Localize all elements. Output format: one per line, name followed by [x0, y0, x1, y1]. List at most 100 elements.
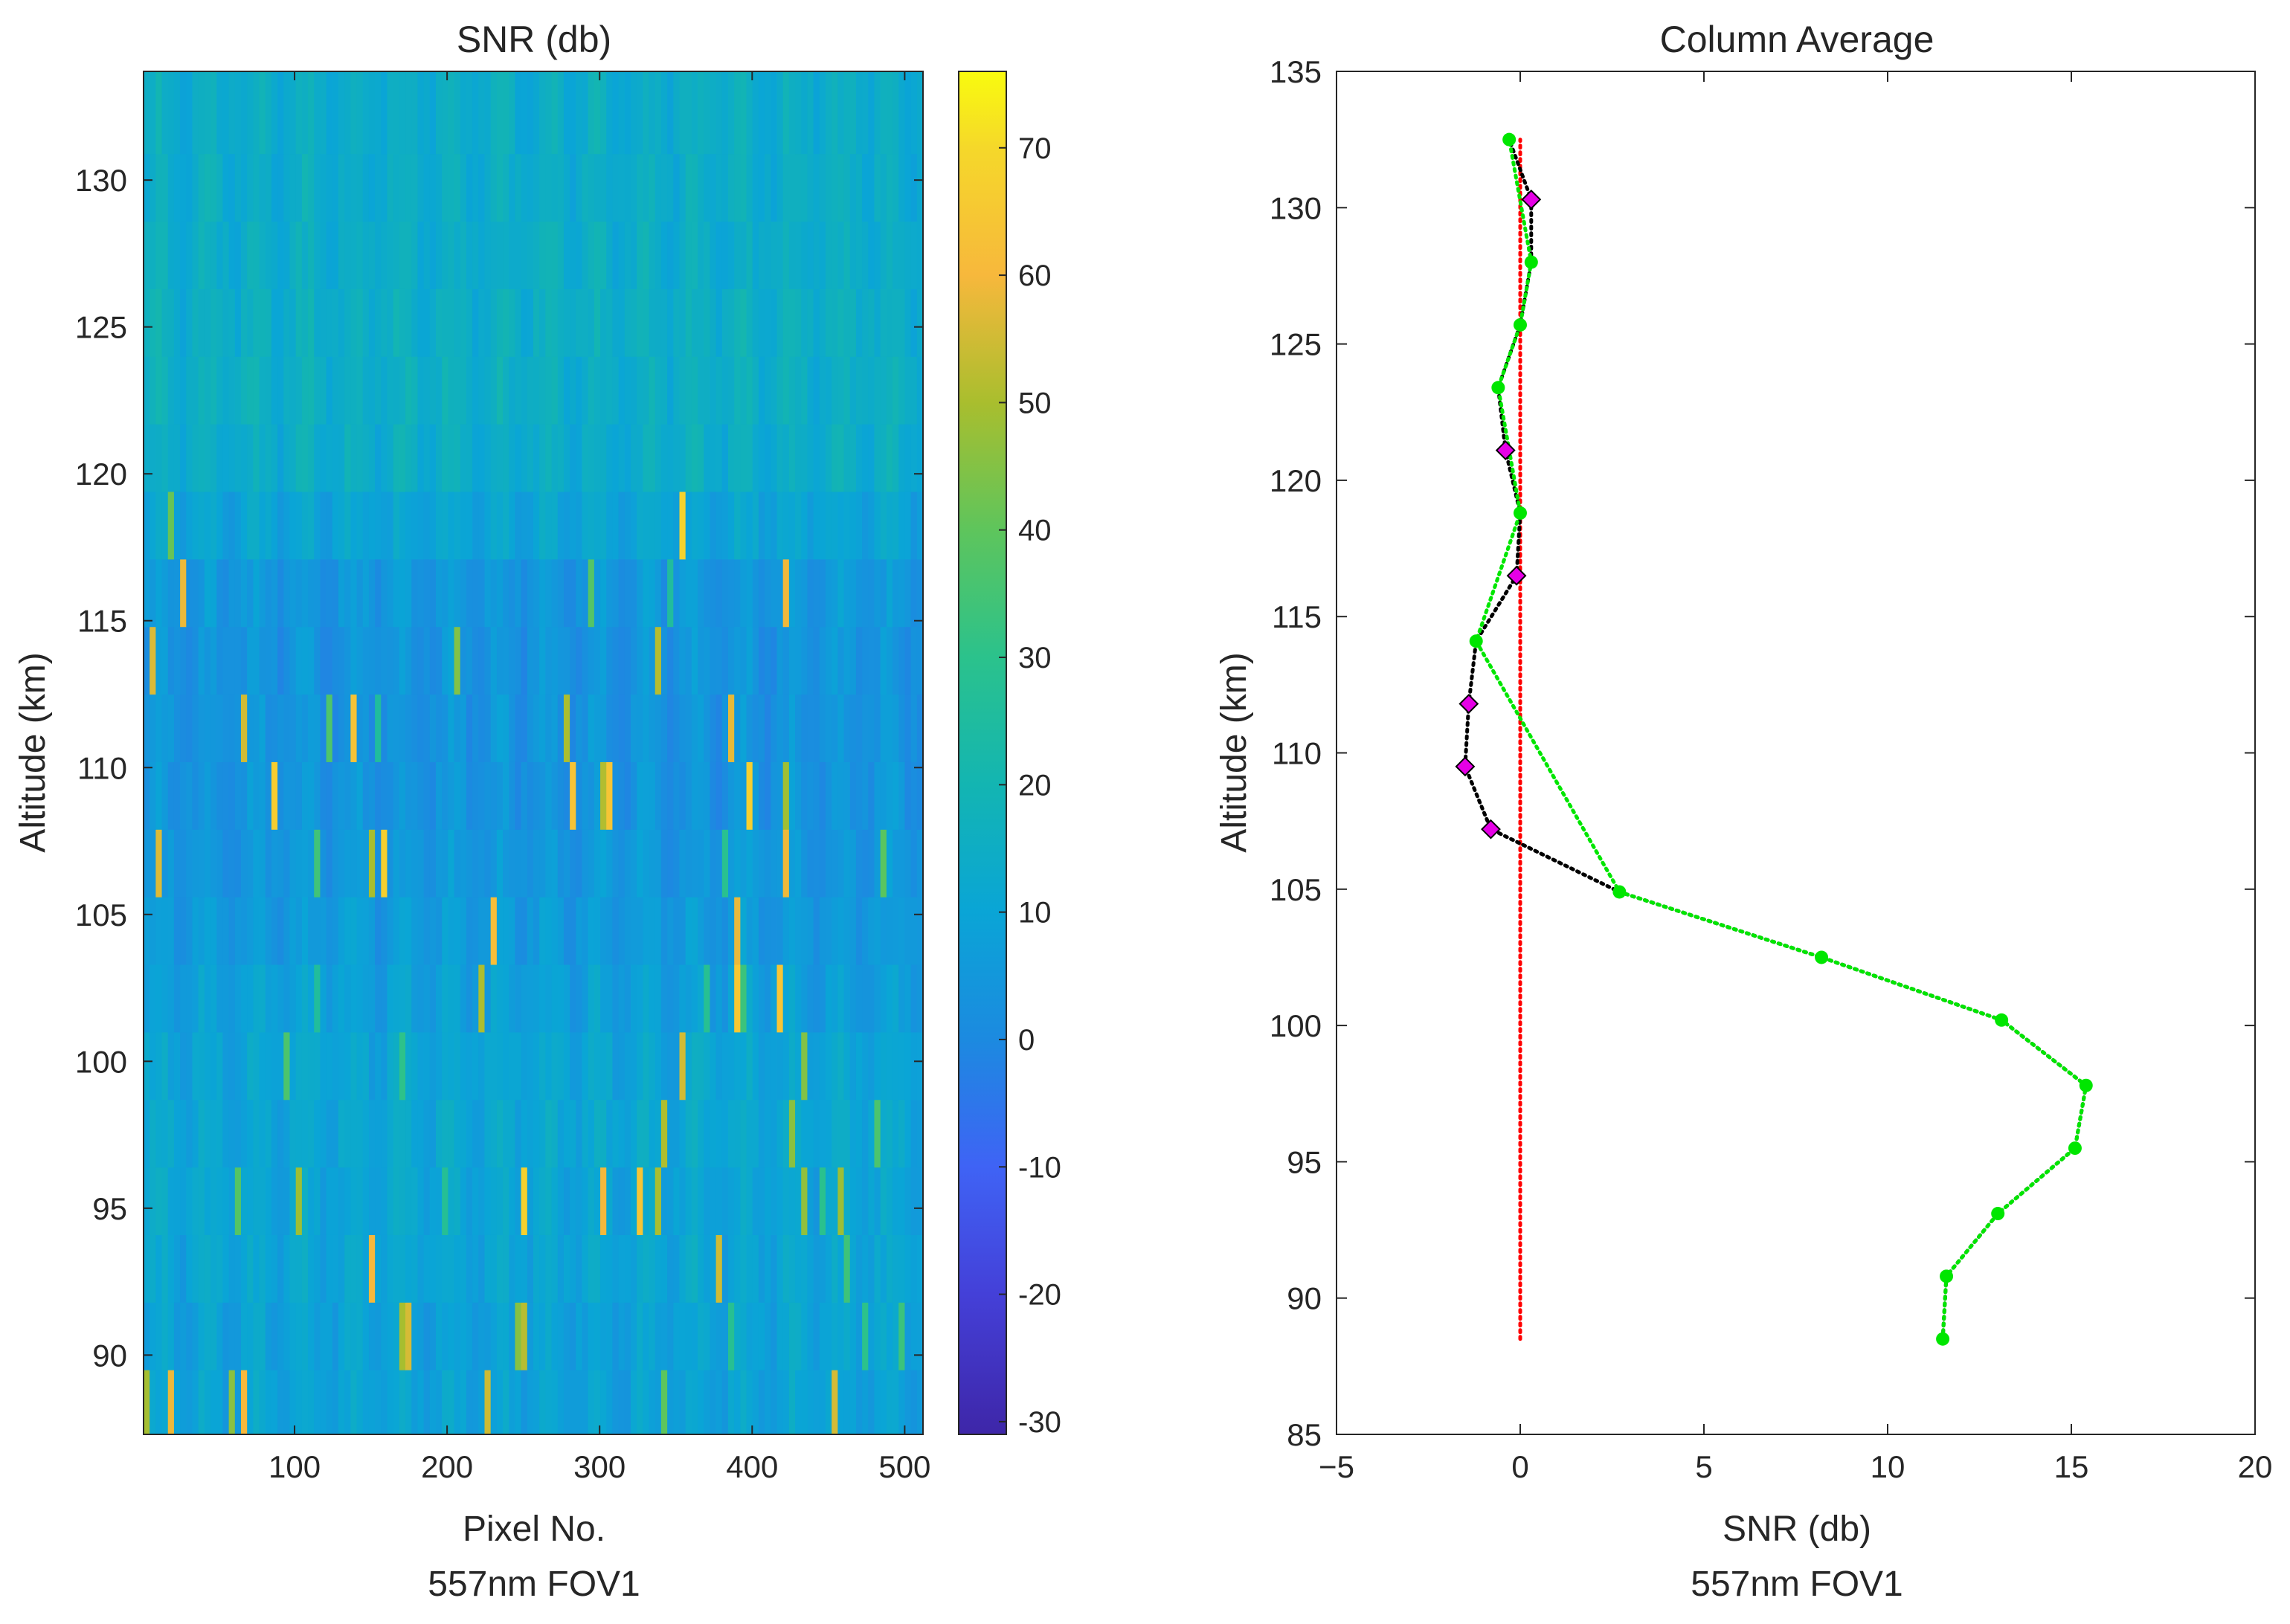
heatmap-cell [466, 897, 473, 965]
heatmap-cell [527, 1234, 534, 1303]
heatmap-cell [241, 1099, 248, 1168]
heatmap-cell [241, 694, 248, 762]
heatmap-cell [758, 424, 765, 492]
heatmap-cell [265, 491, 272, 560]
heatmap-cell [234, 1099, 242, 1168]
heatmap-cell [758, 761, 765, 830]
heatmap-row [144, 1167, 924, 1235]
heatmap-cell [314, 1302, 321, 1370]
heatmap-cell [868, 491, 875, 560]
heatmap-cell [649, 356, 656, 425]
heatmap-cell [144, 1302, 150, 1370]
heatmap-cell [210, 1302, 217, 1370]
heatmap-cell [728, 424, 735, 492]
heatmap-cell [490, 1302, 498, 1370]
heatmap-cell [253, 153, 260, 222]
heatmap-cell [314, 897, 321, 965]
heatmap-cell [356, 964, 364, 1033]
heatmap-cell [234, 1031, 242, 1101]
heatmap-cell [855, 71, 863, 155]
heatmap-cell [746, 153, 753, 222]
heatmap-cell [728, 71, 735, 155]
heatmap-cell [874, 1031, 881, 1101]
heatmap-cell [496, 1302, 504, 1370]
line-series-group [1455, 132, 2093, 1346]
heatmap-cell [271, 424, 278, 492]
heatmap-cell [247, 761, 254, 830]
heatmap-cell [624, 761, 631, 830]
heatmap-cell [807, 153, 814, 222]
heatmap-cell [393, 558, 400, 628]
heatmap-cell [679, 1302, 686, 1370]
heatmap-cell [247, 1167, 254, 1235]
heatmap-cell [710, 491, 717, 560]
heatmap-cell [892, 1302, 899, 1370]
heatmap-cell [643, 1099, 650, 1168]
heatmap-cell [746, 1031, 753, 1101]
heatmap-cell [868, 694, 875, 762]
heatmap-cell [788, 761, 796, 830]
heatmap-cell [624, 694, 631, 762]
heatmap-cell [685, 897, 692, 965]
heatmap-cell [271, 897, 278, 965]
heatmap-cell [344, 1234, 351, 1303]
heatmap-cell [563, 289, 570, 357]
heatmap-cell [338, 1370, 345, 1435]
heatmap-cell [192, 1167, 199, 1235]
heatmap-row [144, 694, 924, 762]
heatmap-cell [710, 1234, 717, 1303]
heatmap-cell [910, 221, 918, 289]
heatmap-cell [826, 153, 832, 222]
heatmap-cell [776, 356, 784, 425]
heatmap-cell [728, 1302, 735, 1370]
heatmap-cell [813, 626, 820, 695]
heatmap-cell [277, 221, 284, 289]
heatmap-cell [405, 153, 412, 222]
heatmap-cell [429, 221, 437, 289]
heatmap-cell [849, 897, 857, 965]
heatmap-cell [155, 761, 163, 830]
heatmap-cell [161, 964, 169, 1033]
heatmap-cell [368, 221, 376, 289]
heatmap-cell [710, 1099, 717, 1168]
heatmap-cell [637, 829, 643, 898]
heatmap-cell [308, 71, 315, 155]
heatmap-cell [654, 1234, 662, 1303]
heatmap-cell [411, 964, 419, 1033]
heatmap-cell [222, 153, 230, 222]
heatmap-cell [368, 761, 376, 830]
heatmap-cell [771, 153, 778, 222]
heatmap-cell [704, 424, 711, 492]
heatmap-cell [241, 1302, 248, 1370]
heatmap-cell [448, 1302, 455, 1370]
heatmap-cell [265, 1370, 272, 1435]
heatmap-cell [222, 1167, 230, 1235]
heatmap-cell [813, 424, 820, 492]
heatmap-cell [283, 356, 291, 425]
heatmap-cell [874, 626, 881, 695]
heatmap-cell [490, 1167, 498, 1235]
heatmap-cell [484, 897, 492, 965]
heatmap-cell [155, 221, 163, 289]
heatmap-cell [660, 558, 668, 628]
heatmap-y-axis-label: Altitude (km) [13, 652, 53, 852]
heatmap-cell [454, 694, 461, 762]
heatmap-cell [527, 1302, 534, 1370]
heatmap-cell [210, 626, 217, 695]
heatmap-cell [515, 1167, 522, 1235]
heatmap-cell [186, 897, 193, 965]
heatmap-cell [509, 289, 516, 357]
heatmap-cell [271, 71, 278, 155]
heatmap-cell [393, 356, 400, 425]
heatmap-cell [618, 829, 625, 898]
heatmap-cell [782, 964, 790, 1033]
heatmap-cell [788, 1167, 796, 1235]
heatmap-cell [515, 1099, 522, 1168]
heatmap-cell [271, 221, 278, 289]
heatmap-cell [704, 1031, 711, 1101]
heatmap-cell [216, 1099, 224, 1168]
heatmap-cell [350, 221, 358, 289]
heatmap-cell [180, 761, 187, 830]
heatmap-cell [795, 558, 802, 628]
heatmap-cell [765, 1167, 771, 1235]
